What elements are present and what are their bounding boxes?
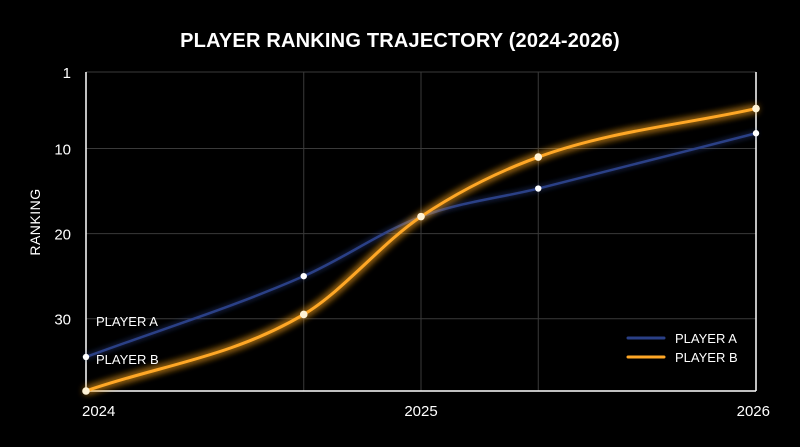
legend: PLAYER A PLAYER B bbox=[626, 331, 738, 365]
y-tick-label: 30 bbox=[54, 312, 71, 329]
x-tick-label: 2026 bbox=[737, 403, 770, 420]
x-tick-label: 2024 bbox=[82, 403, 115, 420]
data-point-player-b bbox=[417, 212, 425, 221]
x-ticks: 2024 2025 2026 bbox=[82, 403, 770, 420]
y-ticks: 1 10 20 30 bbox=[54, 65, 71, 329]
x-tick-label: 2025 bbox=[404, 403, 437, 420]
y-tick-label: 1 bbox=[63, 65, 71, 82]
series-a-annotation: PLAYER A bbox=[96, 314, 158, 329]
series-b-annotation: PLAYER B bbox=[96, 352, 159, 367]
series-points bbox=[82, 104, 760, 395]
legend-label-player-a: PLAYER A bbox=[675, 331, 737, 346]
data-point-player-a bbox=[82, 353, 90, 361]
axes bbox=[85, 72, 757, 392]
data-point-player-a bbox=[752, 130, 760, 137]
y-tick-label: 10 bbox=[54, 142, 71, 159]
chart-title: PLAYER RANKING TRAJECTORY (2024-2026) bbox=[180, 30, 620, 52]
y-axis-label: RANKING bbox=[27, 188, 43, 255]
data-point-player-a bbox=[535, 185, 542, 192]
data-point-player-b bbox=[752, 104, 760, 113]
data-point-player-b bbox=[299, 310, 308, 319]
legend-label-player-b: PLAYER B bbox=[675, 350, 738, 365]
data-point-player-b bbox=[534, 153, 543, 161]
data-point-player-b bbox=[82, 387, 90, 395]
grid bbox=[85, 71, 757, 391]
y-tick-label: 20 bbox=[54, 227, 71, 244]
data-point-player-a bbox=[300, 272, 307, 280]
